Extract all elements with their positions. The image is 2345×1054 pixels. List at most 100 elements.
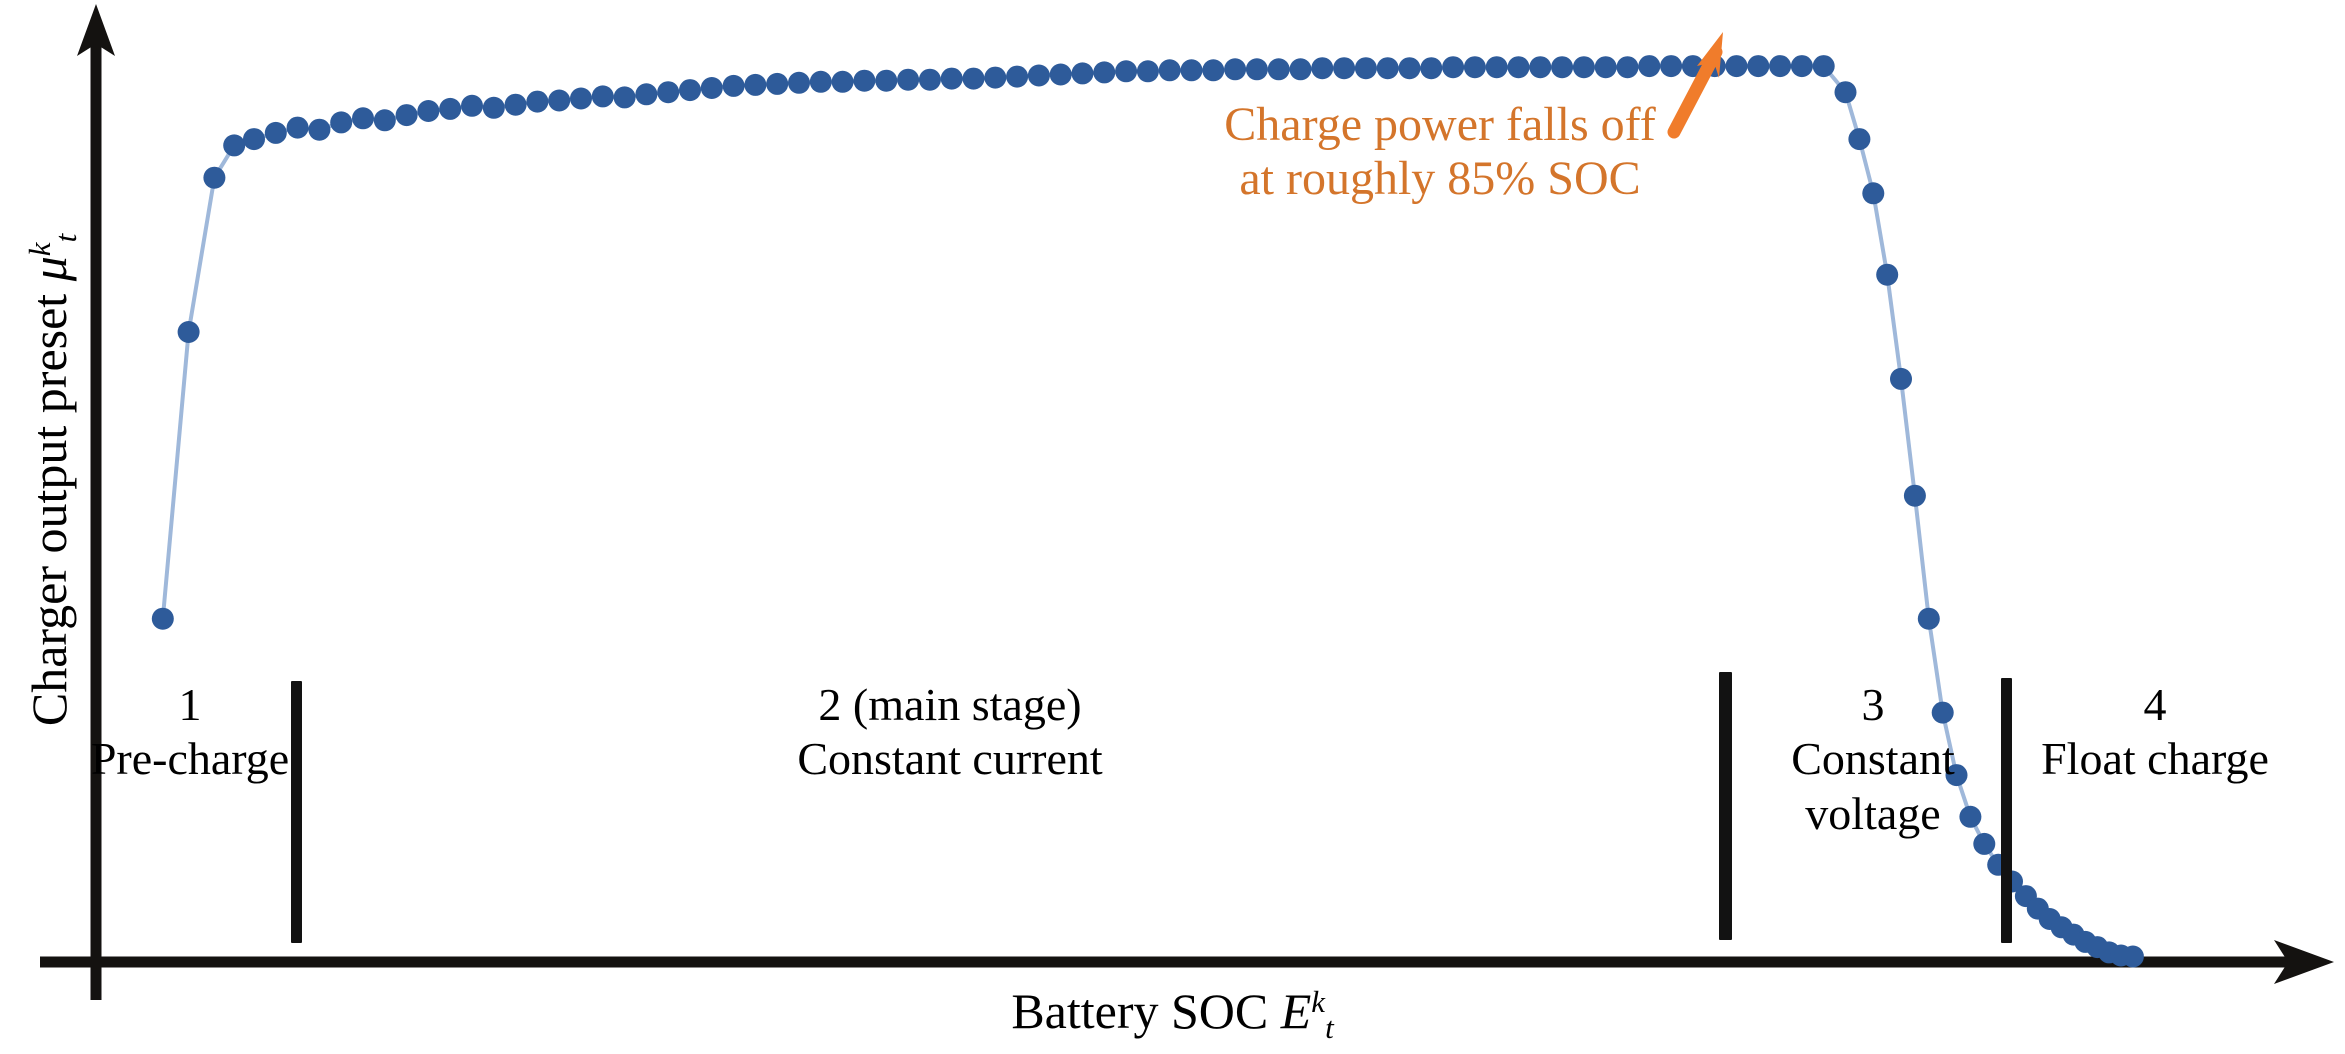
data-point-marker (1333, 57, 1356, 80)
data-point-marker (395, 104, 418, 127)
data-point-marker (1660, 55, 1683, 78)
x-axis-symbol: E (1280, 983, 1312, 1039)
data-point-marker (1862, 182, 1885, 205)
data-point-marker (679, 79, 701, 102)
arrow-right-icon (2274, 940, 2334, 984)
data-point-marker (151, 607, 174, 630)
data-point-marker (439, 97, 462, 120)
data-point-marker (1463, 56, 1486, 79)
data-point-marker (1289, 58, 1312, 81)
data-point-marker (1485, 56, 1508, 79)
data-point-marker (1790, 55, 1813, 78)
stage-2-number: 2 (main stage) (818, 679, 1082, 730)
data-point-marker (722, 74, 745, 97)
data-point-marker (918, 68, 941, 91)
y-axis-subscript: t (47, 233, 83, 243)
data-point-marker (1638, 55, 1661, 78)
arrow-up-icon (77, 4, 115, 56)
data-point-marker (264, 121, 287, 144)
data-point-marker (461, 94, 483, 117)
stage-3-number: 3 (1861, 679, 1885, 730)
data-point-marker (613, 86, 636, 109)
data-point-marker (657, 81, 680, 104)
stage-4-name: Float charge (2041, 733, 2269, 785)
stage-divider-1-2 (291, 681, 302, 943)
data-point-marker (177, 321, 200, 343)
data-point-marker (1890, 367, 1912, 390)
data-point-marker (1224, 58, 1247, 81)
annotation-line-1: Charge power falls off (1224, 98, 1656, 151)
data-point-marker (2121, 945, 2144, 968)
data-point-marker (853, 69, 876, 92)
data-point-marker (1245, 58, 1268, 81)
data-point-marker (591, 85, 614, 108)
data-point-marker (2074, 930, 2097, 953)
data-point-marker (1180, 59, 1203, 82)
data-point-marker (203, 166, 226, 189)
y-axis-symbol: μ (21, 256, 78, 282)
data-point-marker (1158, 59, 1181, 82)
x-axis-superscript: k (1311, 983, 1326, 1019)
x-axis-subscript: t (1325, 1009, 1334, 1045)
data-point-marker (984, 66, 1007, 89)
data-point-marker (635, 83, 658, 106)
data-point-marker (1616, 56, 1639, 79)
data-point-marker (2014, 885, 2037, 908)
data-point-marker (330, 111, 353, 134)
data-point-marker (831, 70, 854, 93)
data-point-marker (1006, 65, 1029, 88)
data-point-marker (352, 107, 374, 130)
data-point-marker (373, 109, 396, 132)
data-point-marker (1376, 57, 1399, 80)
stage-divider-2-3 (1719, 672, 1732, 940)
data-point-marker (1071, 62, 1094, 85)
data-point-marker (788, 71, 810, 94)
data-point-marker (504, 93, 527, 116)
data-point-marker (1917, 607, 1940, 630)
data-point-marker (417, 100, 440, 122)
stage-divider-3-4 (2001, 678, 2012, 943)
data-point-marker (1681, 55, 1704, 78)
data-point-marker (1311, 57, 1334, 80)
data-point-marker (940, 67, 963, 90)
data-point-marker (1703, 55, 1726, 78)
data-point-marker (570, 87, 592, 110)
annotation-line-2: at roughly 85% SOC (1239, 151, 1641, 205)
data-point-marker (1354, 57, 1377, 80)
data-point-marker (1507, 56, 1530, 79)
data-point-marker (897, 68, 920, 91)
data-point-marker (1136, 60, 1159, 83)
stage-4-number: 4 (2143, 679, 2167, 730)
data-point-marker (809, 70, 832, 93)
data-point-marker (1049, 63, 1072, 86)
data-point-marker (1093, 61, 1116, 84)
stage-label-2: 2 (main stage) Constant current (600, 678, 1300, 787)
data-point-marker (2050, 916, 2073, 939)
data-point-marker (308, 118, 331, 141)
data-point-marker (526, 90, 549, 113)
data-point-marker (1027, 64, 1050, 87)
stage-label-4: 4 Float charge (2030, 678, 2280, 787)
y-axis-superscript: k (21, 242, 57, 257)
data-point-marker (1848, 128, 1871, 151)
data-point-marker (1442, 56, 1465, 79)
data-point-marker (2098, 941, 2121, 964)
data-point-marker (243, 128, 265, 151)
data-point-marker (1747, 55, 1770, 78)
data-point-marker (1812, 55, 1835, 78)
data-point-marker (1769, 55, 1792, 78)
stage-label-1: 1 Pre-charge (70, 678, 310, 787)
data-point-marker (286, 116, 309, 139)
data-point-marker (548, 89, 571, 112)
data-point-marker (1420, 57, 1443, 80)
x-axis-title-text: Battery SOC (1011, 983, 1281, 1039)
stage-2-name: Constant current (797, 733, 1103, 785)
stage-3-name: Constant voltage (1791, 733, 1955, 839)
data-point-marker (223, 134, 246, 157)
data-point-marker (482, 96, 505, 119)
chart-annotation: Charge power falls off at roughly 85% SO… (1160, 98, 1720, 206)
data-point-marker (1529, 56, 1552, 79)
data-point-marker (1594, 56, 1617, 79)
stage-1-name: Pre-charge (90, 733, 290, 785)
